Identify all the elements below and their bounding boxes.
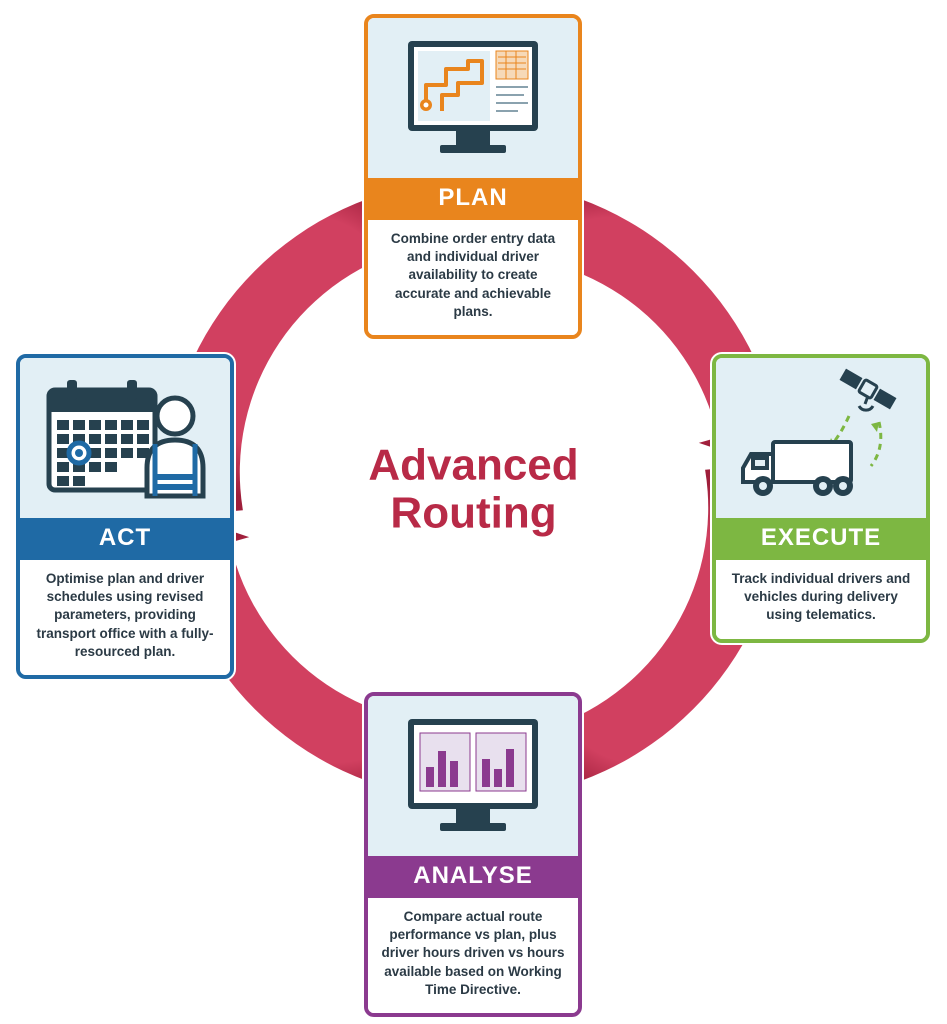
plan-title: PLAN	[368, 178, 578, 220]
plan-icon-area	[368, 18, 578, 178]
monitor-route-icon	[398, 33, 548, 163]
analyse-title: ANALYSE	[368, 856, 578, 898]
card-plan: PLAN Combine order entry data and indivi…	[364, 14, 582, 339]
act-icon-area	[20, 358, 230, 518]
card-act: ACT Optimise plan and driver schedules u…	[16, 354, 234, 679]
card-analyse: ANALYSE Compare actual route performance…	[364, 692, 582, 1017]
plan-desc: Combine order entry data and individual …	[368, 220, 578, 335]
execute-desc: Track individual drivers and vehicles du…	[716, 560, 926, 639]
analyse-desc: Compare actual route performance vs plan…	[368, 898, 578, 1013]
execute-title: EXECUTE	[716, 518, 926, 560]
monitor-chart-icon	[398, 711, 548, 841]
analyse-icon-area	[368, 696, 578, 856]
calendar-worker-icon	[35, 368, 215, 508]
card-execute: EXECUTE Track individual drivers and veh…	[712, 354, 930, 643]
act-desc: Optimise plan and driver schedules using…	[20, 560, 230, 675]
truck-satellite-icon	[731, 368, 911, 508]
act-title: ACT	[20, 518, 230, 560]
execute-icon-area	[716, 358, 926, 518]
